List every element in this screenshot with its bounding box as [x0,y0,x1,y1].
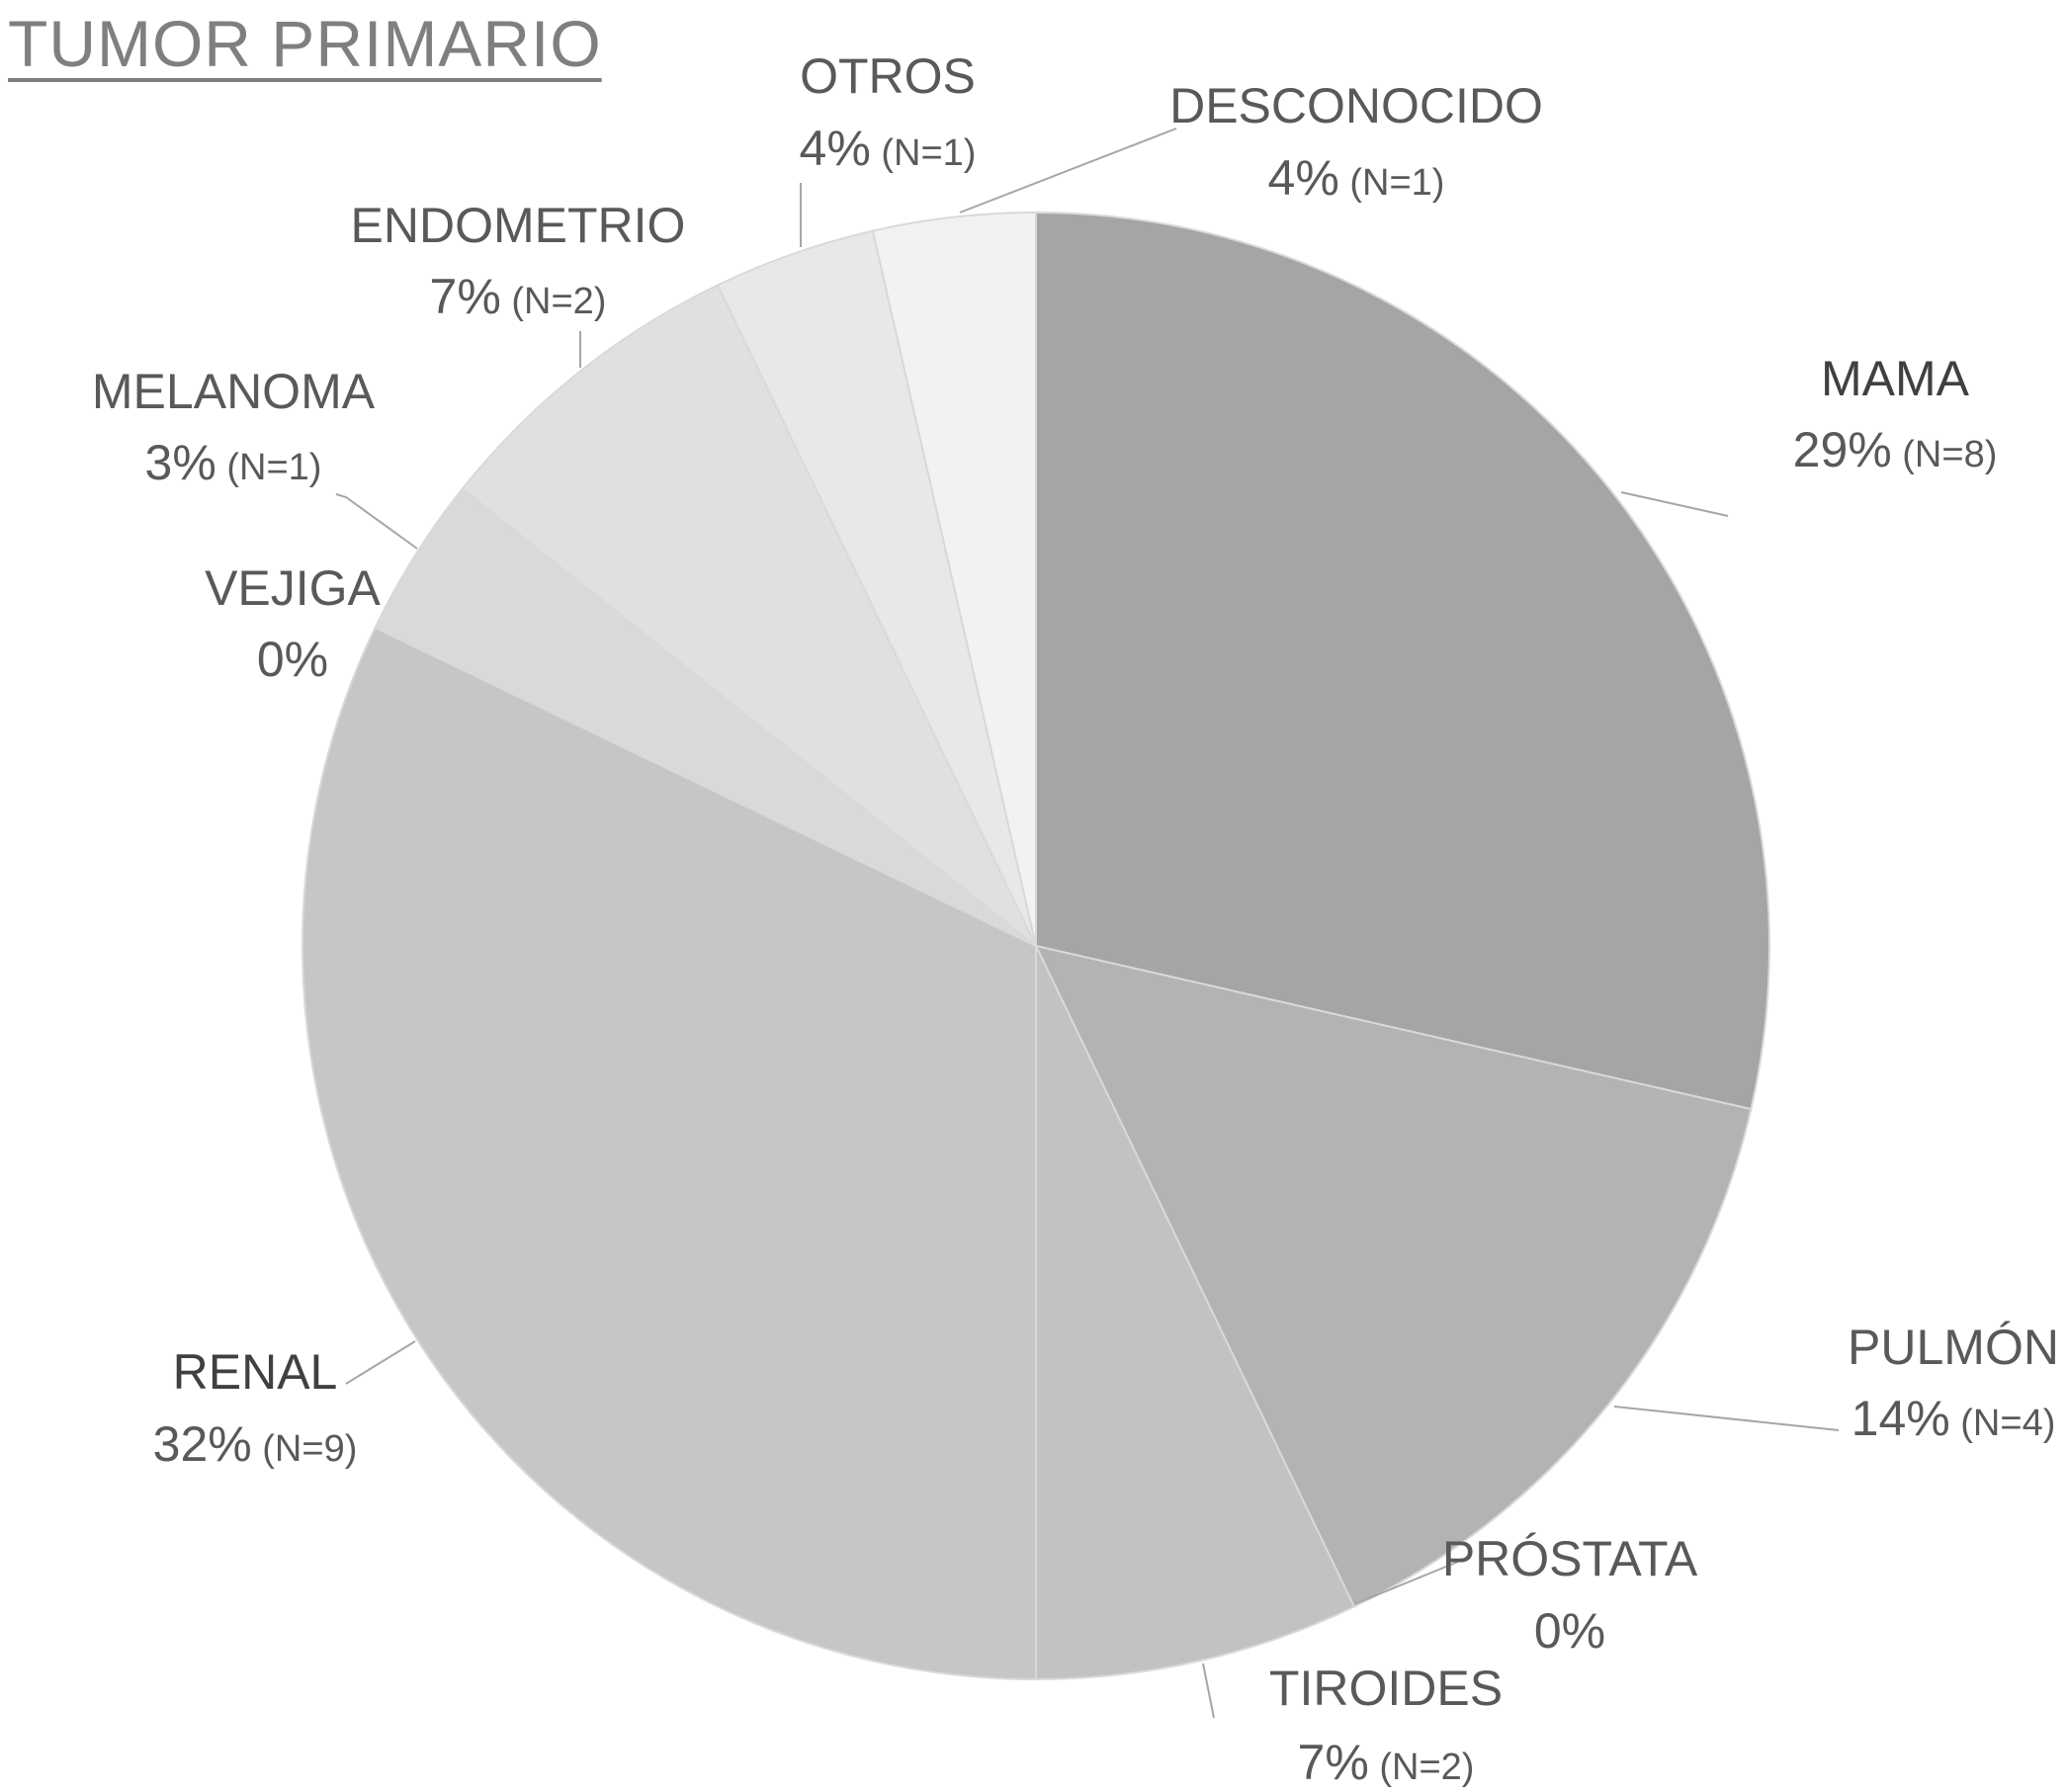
label-value-desconocido: 4% (N=1) [1268,150,1445,206]
label-name-vejiga: VEJIGA [205,560,381,616]
label-name-tiroides: TIROIDES [1269,1661,1503,1716]
leader-line-prostata [1353,1561,1459,1605]
label-value-vejiga: 0% [257,632,328,687]
label-value-endometrio: 7% (N=2) [430,269,607,324]
leader-line-pulmon [1613,1406,1840,1431]
slice-desconocido [871,211,1037,947]
label-name-mama: MAMA [1821,351,1970,406]
label-name-otros: OTROS [800,48,976,104]
label-value-prostata: 0% [1534,1603,1605,1659]
leader-line-melanoma [335,493,418,550]
label-value-pulmon: 14% (N=4) [1852,1391,2056,1446]
label-value-renal: 32% (N=9) [153,1416,358,1472]
leader-line-desconocido [959,128,1177,213]
label-value-tiroides: 7% (N=2) [1298,1735,1475,1790]
label-name-pulmon: PULMÓN [1848,1320,2059,1375]
label-name-prostata: PRÓSTATA [1442,1531,1698,1586]
slice-pulmon [1034,944,1753,1608]
label-value-otros: 4% (N=1) [800,121,977,176]
leader-lines [335,128,1840,1719]
slice-tiroides [1035,945,1356,1681]
pie-slices [301,211,1770,1681]
chart-title: TUMOR PRIMARIO [8,7,602,80]
leader-line-mama [1620,491,1729,517]
slice-renal [301,626,1037,1681]
label-name-endometrio: ENDOMETRIO [351,198,686,253]
label-value-melanoma: 3% (N=1) [145,435,322,490]
label-name-renal: RENAL [173,1344,338,1400]
leader-line-renal [345,1340,416,1385]
slice-endometrio [461,284,1037,947]
label-value-mama: 29% (N=8) [1793,422,1998,477]
label-name-melanoma: MELANOMA [92,364,376,419]
slice-mama [1035,211,1770,1111]
label-name-desconocido: DESCONOCIDO [1169,78,1543,133]
slice-labels: MAMA 29% (N=8) PULMÓN 14% (N=4) PRÓSTATA 0% TI… [92,48,2059,1790]
leader-line-tiroides [1202,1663,1215,1719]
